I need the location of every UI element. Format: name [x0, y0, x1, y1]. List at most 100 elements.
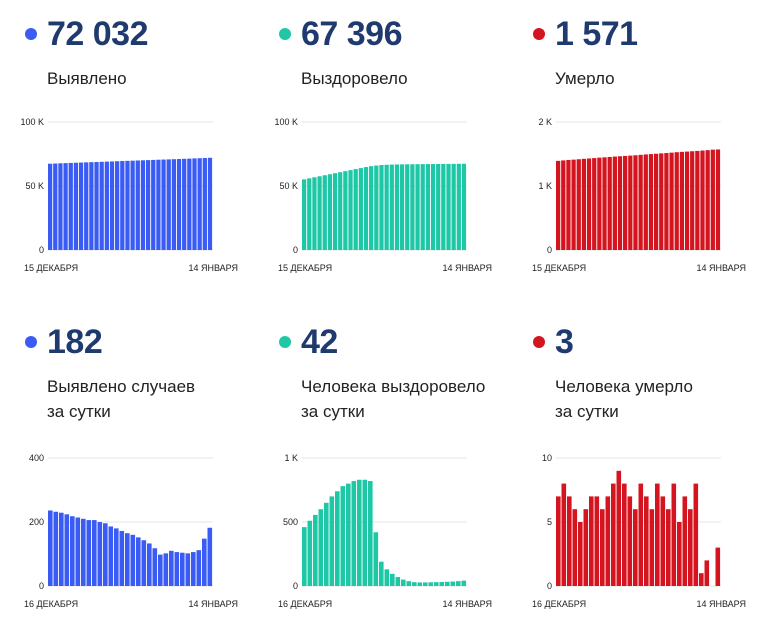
bar	[561, 483, 567, 586]
bar	[125, 533, 130, 586]
bar	[664, 153, 669, 250]
bar	[48, 510, 53, 586]
bar	[120, 161, 125, 250]
bar	[307, 520, 313, 586]
bar	[53, 163, 58, 250]
y-tick-label: 0	[39, 245, 44, 255]
bar-chart: 100 K 50 K 0 15 ДЕКАБРЯ 14 ЯНВАРЯ	[20, 117, 238, 273]
bar	[622, 483, 627, 586]
bar	[185, 553, 191, 586]
stat-label: Выявлено	[47, 69, 127, 88]
bar	[425, 164, 431, 250]
bar	[147, 543, 152, 586]
bar	[643, 154, 648, 250]
bar	[141, 540, 147, 586]
bar	[705, 150, 710, 250]
stat-label: Человека выздоровело	[301, 377, 486, 396]
bar	[125, 160, 130, 250]
bar-chart: 100 K 50 K 0 15 ДЕКАБРЯ 14 ЯНВАРЯ	[274, 117, 492, 273]
bar	[666, 509, 671, 586]
bar	[302, 527, 307, 586]
bar	[78, 162, 84, 250]
bar	[351, 481, 357, 586]
bar	[374, 165, 379, 250]
bar	[704, 560, 710, 586]
legend-dot-icon	[25, 336, 37, 348]
bar	[399, 164, 405, 250]
y-tick-label: 0	[293, 245, 298, 255]
x-tick-label: 15 ДЕКАБРЯ	[24, 263, 78, 273]
stat-label: Выздоровело	[301, 69, 408, 88]
bar	[103, 523, 108, 586]
bar	[578, 522, 583, 586]
y-tick-label: 100 K	[20, 117, 44, 127]
bar	[312, 177, 317, 250]
x-tick-label: 16 ДЕКАБРЯ	[24, 599, 78, 609]
bar	[616, 470, 622, 586]
y-tick-label: 1 K	[538, 181, 552, 191]
x-tick-label: 15 ДЕКАБРЯ	[278, 263, 332, 273]
bar	[439, 582, 445, 586]
bar	[436, 163, 441, 250]
bar	[567, 496, 572, 586]
bar	[594, 496, 600, 586]
bar	[156, 159, 161, 250]
bar	[660, 496, 666, 586]
bar	[592, 158, 597, 250]
stat-value: 182	[47, 323, 103, 361]
bar	[405, 164, 410, 250]
bar	[649, 509, 655, 586]
bar	[114, 528, 119, 586]
x-tick-label: 16 ДЕКАБРЯ	[532, 599, 586, 609]
legend-dot-icon	[25, 28, 37, 40]
x-tick-label: 14 ЯНВАРЯ	[188, 263, 238, 273]
bar	[415, 164, 420, 250]
bar	[86, 520, 92, 586]
bar	[623, 155, 628, 250]
bar	[92, 520, 97, 586]
bar	[446, 163, 451, 250]
y-tick-label: 5	[547, 517, 552, 527]
bar	[406, 581, 412, 586]
bar	[161, 159, 166, 250]
bar	[420, 164, 425, 250]
bar	[99, 161, 104, 250]
bar	[353, 169, 358, 250]
bar	[695, 150, 700, 250]
bar	[677, 522, 682, 586]
bar	[605, 496, 611, 586]
y-tick-label: 400	[29, 453, 44, 463]
bar	[684, 151, 690, 250]
stat-value: 1 571	[555, 15, 638, 53]
bar	[644, 496, 649, 586]
bar	[638, 483, 644, 586]
bar	[108, 526, 114, 586]
bar	[410, 164, 415, 250]
x-tick-label: 14 ЯНВАРЯ	[188, 599, 238, 609]
bar	[84, 162, 89, 250]
stat-value: 3	[555, 323, 574, 361]
y-tick-label: 0	[547, 581, 552, 591]
bar	[423, 582, 428, 586]
bar	[688, 509, 693, 586]
stat-label: за сутки	[47, 402, 111, 421]
y-tick-label: 0	[293, 581, 298, 591]
bar-chart: 10 5 0 16 ДЕКАБРЯ 14 ЯНВАРЯ	[532, 453, 746, 609]
bar	[169, 550, 174, 586]
bar	[655, 483, 660, 586]
bar	[633, 509, 638, 586]
bar	[690, 151, 695, 250]
y-tick-label: 50 K	[279, 181, 298, 191]
bar	[669, 152, 674, 250]
bar	[338, 172, 343, 250]
bar	[322, 175, 327, 250]
x-tick-label: 15 ДЕКАБРЯ	[532, 263, 586, 273]
bar	[115, 161, 120, 250]
bar	[715, 149, 721, 250]
bar	[357, 479, 362, 586]
bar	[638, 154, 643, 250]
bar	[394, 164, 400, 250]
bar	[152, 548, 158, 586]
bar	[600, 509, 605, 586]
stat-label: Выявлено случаев	[47, 377, 196, 396]
